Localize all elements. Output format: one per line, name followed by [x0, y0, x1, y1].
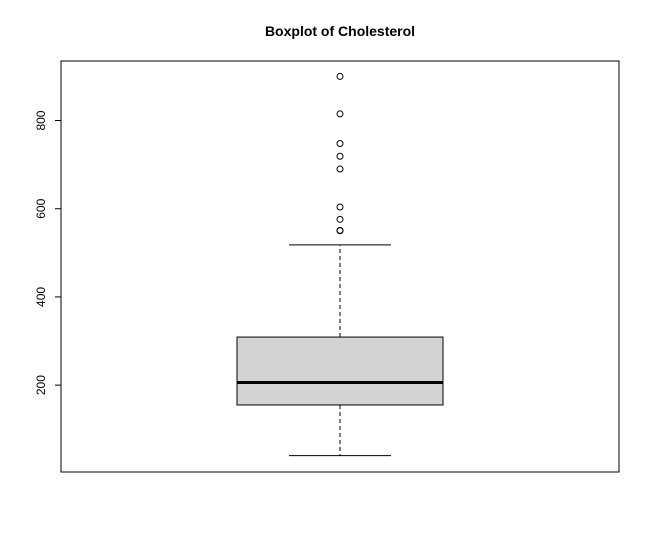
outlier-point [336, 226, 344, 234]
outlier-point [336, 152, 344, 160]
outlier-point [336, 203, 344, 211]
chart-title: Boxplot of Cholesterol [265, 23, 415, 39]
outlier-point [336, 215, 344, 223]
y-tick-label: 600 [34, 198, 48, 218]
outlier-point [336, 165, 344, 173]
y-tick-label: 200 [34, 375, 48, 395]
outlier-point [336, 139, 344, 147]
y-tick-label: 800 [34, 110, 48, 130]
outlier-point [336, 110, 344, 118]
y-axis: 200 400 600 800 [34, 110, 62, 395]
y-tick-label: 400 [34, 287, 48, 307]
outlier-point [336, 72, 344, 80]
iqr-box [236, 336, 444, 406]
box-marks [236, 72, 444, 457]
